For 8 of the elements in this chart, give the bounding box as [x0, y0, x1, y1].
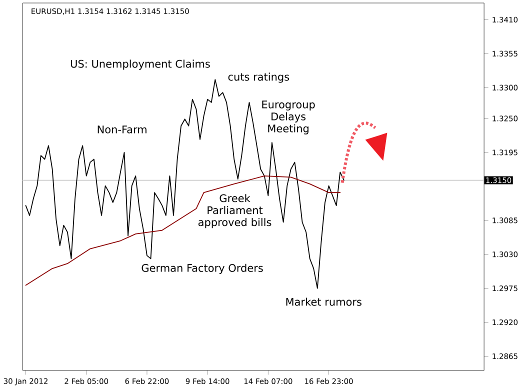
annotation: German Factory Orders	[142, 264, 263, 274]
annotation: cuts ratings	[228, 72, 290, 83]
annotation: Greek Parliament approved bills	[198, 194, 272, 228]
annotation: Market rumors	[286, 298, 362, 306]
annotation: Non-Farm	[98, 126, 146, 134]
annotation: US: Unemployment Claims	[70, 60, 210, 70]
annotation: Eurogroup Delays Meeting	[262, 100, 315, 135]
line-series	[25, 176, 341, 286]
